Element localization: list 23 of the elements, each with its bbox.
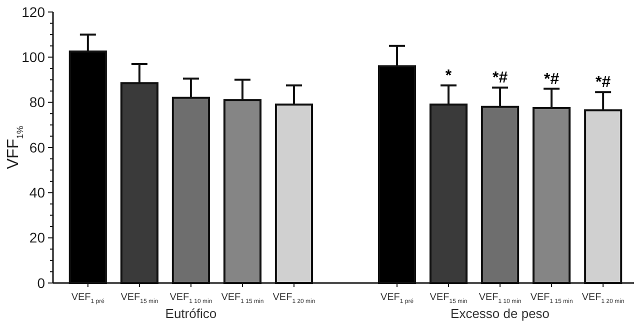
x-tick-label: VEF$_{1 15 min}$ — [221, 292, 264, 305]
x-tick-label: VEF$_{1 pré}$ — [380, 292, 414, 305]
x-tick-label: VEF$_{1 pré}$ — [71, 292, 106, 305]
x-tick-label: VEF$_{1 20 min}$ — [582, 292, 624, 305]
x-tick-label: VEF$_{15 min}$ — [120, 292, 158, 305]
text: Eutrófico — [165, 306, 217, 321]
y-tick-label: 20 — [29, 230, 46, 246]
y-tick-label: 40 — [29, 184, 46, 201]
text: Excesso de peso — [450, 306, 550, 321]
x-tick-label: VEF$_{1 15 min}$ — [530, 292, 573, 305]
data-label: * — [445, 67, 452, 84]
x-tick-label: VEF$_{1 10 min}$ — [170, 292, 212, 305]
y-tick-label: 100 — [22, 49, 46, 66]
data-label: *# — [492, 70, 508, 87]
y-tick-label: 120 — [22, 4, 46, 20]
x-tick-label: VEF$_{1 20 min}$ — [272, 292, 316, 305]
data-label: *# — [596, 74, 611, 92]
y-tick-label: 80 — [29, 94, 46, 110]
y-tick-label: 0 — [37, 274, 46, 291]
data-label: *# — [544, 70, 560, 88]
x-tick-label: VEF$_{1 10 min}$ — [478, 292, 522, 305]
y-tick-label: 60 — [29, 139, 46, 156]
x-tick-label: VEF$_{15 min}$ — [430, 292, 468, 305]
